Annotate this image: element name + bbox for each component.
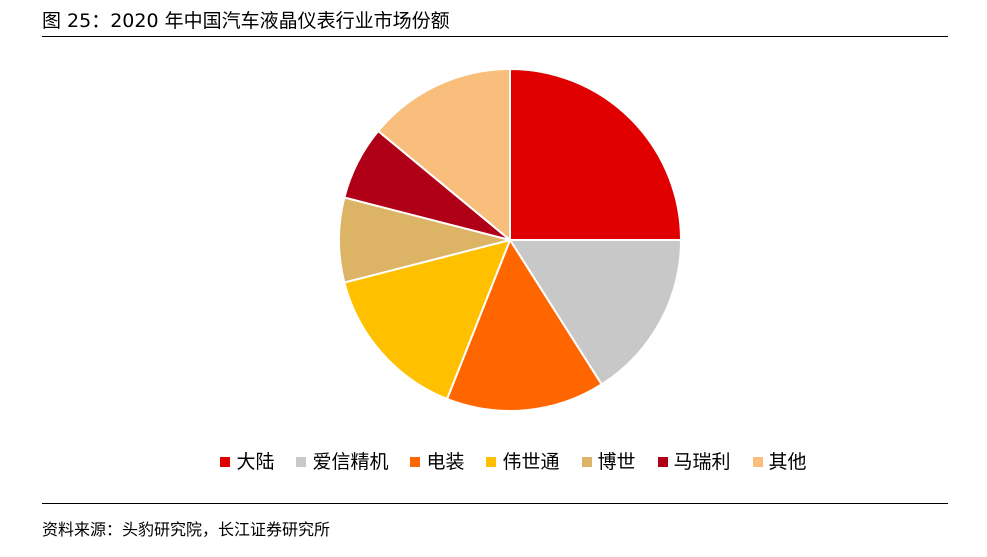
legend-label: 电装 xyxy=(426,451,465,473)
legend-swatch xyxy=(657,457,668,467)
legend-item-5: 博世 xyxy=(581,449,636,475)
legend-swatch xyxy=(410,457,421,467)
legend-swatch xyxy=(296,457,307,467)
pie-slice-4 xyxy=(343,239,511,400)
legend-item-6: 马瑞利 xyxy=(657,449,731,475)
legend-swatch xyxy=(486,457,497,467)
legend-label: 大陆 xyxy=(236,451,275,473)
legend-item-3: 电装 xyxy=(410,449,464,475)
legend-label: 其他 xyxy=(768,451,807,473)
legend-label: 伟世通 xyxy=(502,451,560,473)
legend-label: 爱信精机 xyxy=(312,451,389,473)
legend-item-1: 大陆 xyxy=(220,449,274,475)
legend-item-4: 伟世通 xyxy=(486,449,560,475)
legend-label: 博世 xyxy=(597,451,636,473)
source-divider xyxy=(42,503,948,504)
pie-slice-1 xyxy=(509,68,682,241)
source-note: 资料来源：头豹研究院，长江证券研究所 xyxy=(42,520,331,539)
legend-swatch xyxy=(581,457,592,467)
legend-label: 马瑞利 xyxy=(673,451,731,473)
legend-item-2: 爱信精机 xyxy=(296,449,388,475)
title-divider xyxy=(42,36,948,37)
pie-slice-7 xyxy=(377,68,511,241)
legend-swatch xyxy=(752,457,763,467)
legend-swatch xyxy=(220,457,231,467)
legend-item-7: 其他 xyxy=(752,449,807,475)
chart-title: 图 25：2020 年中国汽车液晶仪表行业市场份额 xyxy=(42,10,450,32)
pie-slice-3 xyxy=(446,239,603,412)
pie-slice-2 xyxy=(509,239,682,386)
chart-legend: 大陆 爱信精机 电装 伟世通 博世 马瑞利 其他 xyxy=(0,449,987,475)
